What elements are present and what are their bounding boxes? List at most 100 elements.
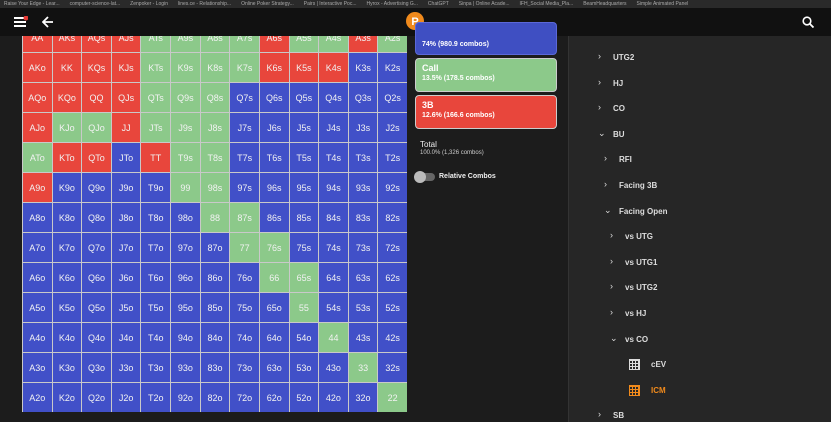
bookmark[interactable]: Pairs | Interactive Poc... — [303, 1, 357, 7]
hand-cell[interactable]: 85s — [288, 202, 320, 233]
hand-cell[interactable]: 93s — [347, 172, 379, 203]
hand-cell[interactable]: 22 — [377, 382, 407, 412]
hand-cell[interactable]: T7o — [140, 232, 172, 263]
hand-cell[interactable]: 42o — [318, 382, 349, 412]
hand-cell[interactable]: Q5o — [81, 292, 112, 323]
hand-cell[interactable]: 52o — [288, 382, 320, 412]
hand-cell[interactable]: AJo — [22, 112, 53, 143]
hand-cell[interactable]: 72s — [377, 232, 407, 263]
hand-cell[interactable]: 75o — [229, 292, 260, 323]
hand-cell[interactable]: 53s — [347, 292, 379, 323]
hand-cell[interactable]: 53o — [288, 352, 320, 383]
hand-cell[interactable]: T4s — [318, 142, 349, 173]
hand-cell[interactable]: QJo — [81, 112, 112, 143]
sidebar-item[interactable]: cEV — [651, 360, 667, 370]
hand-cell[interactable]: J9o — [110, 172, 142, 203]
hand-cell[interactable]: K9s — [170, 52, 201, 83]
chevron[interactable]: › — [610, 281, 613, 292]
hand-cell[interactable]: T5o — [140, 292, 172, 323]
hand-cell[interactable]: 85o — [199, 292, 231, 323]
bookmark[interactable]: Simple Animated Panel — [636, 1, 689, 7]
hand-cell[interactable]: JJ — [110, 112, 142, 143]
sidebar-item[interactable]: RFI — [619, 155, 632, 165]
hand-cell[interactable]: K6o — [51, 262, 83, 293]
hand-cell[interactable]: TT — [140, 142, 172, 173]
hand-cell[interactable]: T9s — [170, 142, 201, 173]
hand-cell[interactable]: 96s — [258, 172, 290, 203]
chevron[interactable]: › — [598, 76, 601, 87]
chevron[interactable]: › — [604, 153, 607, 164]
legend-box[interactable]: 74% (980.9 combos) — [415, 22, 557, 55]
hand-cell[interactable]: KQs — [81, 52, 112, 83]
hand-cell[interactable]: 97s — [229, 172, 260, 203]
hand-cell[interactable]: 42s — [377, 322, 407, 353]
hand-cell[interactable]: 63o — [258, 352, 290, 383]
hand-cell[interactable]: J6o — [110, 262, 142, 293]
chevron[interactable]: ⌄ — [610, 332, 618, 343]
sidebar-item[interactable]: SB — [613, 411, 625, 421]
hand-cell[interactable]: 77 — [229, 232, 260, 263]
hand-cell[interactable]: 52s — [377, 292, 407, 323]
hand-cell[interactable]: 76s — [258, 232, 290, 263]
hand-cell[interactable]: Q2s — [377, 82, 407, 113]
hand-cell[interactable]: 54s — [318, 292, 349, 323]
hand-cell[interactable]: 86o — [199, 262, 231, 293]
hand-cell[interactable]: 95s — [288, 172, 320, 203]
bookmark[interactable]: computer-science-lat... — [69, 1, 121, 7]
hand-cell[interactable]: T6o — [140, 262, 172, 293]
chevron[interactable]: ⌄ — [604, 204, 612, 215]
hand-cell[interactable]: 43o — [318, 352, 349, 383]
hand-cell[interactable]: K5s — [288, 52, 320, 83]
hand-cell[interactable]: QJs — [110, 82, 142, 113]
hand-cell[interactable]: K4s — [318, 52, 349, 83]
hand-cell[interactable]: 64o — [258, 322, 290, 353]
hand-cell[interactable]: 97o — [170, 232, 201, 263]
hand-cell[interactable]: K4o — [51, 322, 83, 353]
hand-cell[interactable]: T3o — [140, 352, 172, 383]
hand-cell[interactable]: A5o — [22, 292, 53, 323]
hand-cell[interactable]: A3o — [22, 352, 53, 383]
hand-cell[interactable]: J5o — [110, 292, 142, 323]
hand-cell[interactable]: K7o — [51, 232, 83, 263]
chevron[interactable]: › — [610, 307, 613, 317]
hand-cell[interactable]: A9o — [22, 172, 53, 203]
hand-cell[interactable]: J4s — [318, 112, 349, 143]
hand-cell[interactable]: JTs — [140, 112, 172, 143]
bookmark[interactable]: Zenpoker - Login — [130, 1, 168, 7]
hand-cell[interactable]: KTo — [51, 142, 83, 173]
sidebar-item[interactable]: BU — [613, 129, 625, 139]
hand-cell[interactable]: T4o — [140, 322, 172, 353]
bookmark[interactable]: BeamHeadquarters — [583, 1, 627, 7]
hand-cell[interactable]: K3o — [51, 352, 83, 383]
hand-cell[interactable]: 83o — [199, 352, 231, 383]
hand-cell[interactable]: 73o — [229, 352, 260, 383]
hand-cell[interactable]: Q9s — [170, 82, 201, 113]
sidebar-item[interactable]: vs UTG — [625, 232, 654, 242]
hand-cell[interactable]: 88 — [199, 202, 231, 233]
hand-cell[interactable]: J2s — [377, 112, 407, 143]
hand-cell[interactable]: A7o — [22, 232, 53, 263]
chevron[interactable]: › — [598, 51, 601, 61]
hand-cell[interactable]: 64s — [318, 262, 349, 293]
hand-cell[interactable]: 92s — [377, 172, 407, 203]
bookmark[interactable]: lines.ce - Relationship... — [177, 1, 232, 7]
hand-cell[interactable]: 43s — [347, 322, 379, 353]
sidebar-item[interactable]: vs CO — [625, 334, 649, 344]
sidebar-item[interactable]: ICM — [651, 385, 666, 395]
hand-cell[interactable]: 33 — [347, 352, 379, 383]
bookmark[interactable]: ChatGPT — [427, 1, 449, 7]
hand-cell[interactable]: J6s — [258, 112, 290, 143]
hand-cell[interactable]: Q4s — [318, 82, 349, 113]
hand-cell[interactable]: T5s — [288, 142, 320, 173]
hand-cell[interactable]: K8s — [199, 52, 231, 83]
hand-cell[interactable]: J5s — [288, 112, 320, 143]
hand-cell[interactable]: 65s — [288, 262, 320, 293]
hand-cell[interactable]: 32s — [377, 352, 407, 383]
hand-cell[interactable]: Q8o — [81, 202, 112, 233]
hand-cell[interactable]: A8o — [22, 202, 53, 233]
hand-cell[interactable]: T2o — [140, 382, 172, 412]
hand-cell[interactable]: K7s — [229, 52, 260, 83]
hand-cell[interactable]: KK — [51, 52, 83, 83]
hand-cell[interactable]: KTs — [140, 52, 172, 83]
hand-cell[interactable]: 74s — [318, 232, 349, 263]
